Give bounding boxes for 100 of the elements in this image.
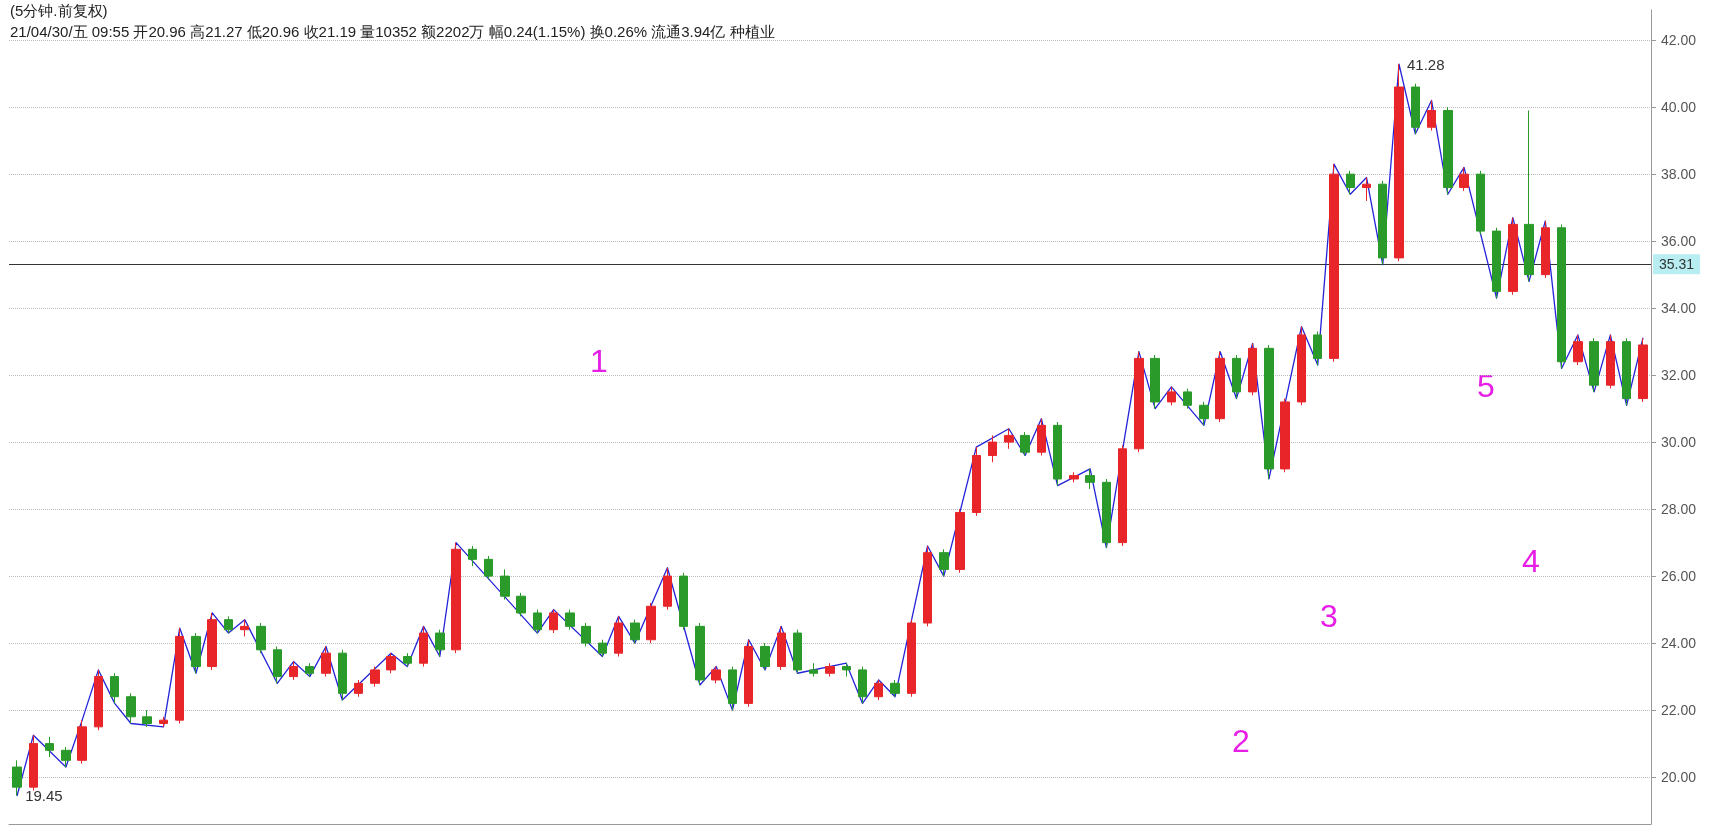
candlestick — [614, 615, 623, 658]
annotation: 4 — [1522, 543, 1540, 579]
candlestick — [256, 622, 266, 654]
candlestick — [370, 666, 380, 688]
annotation: 5 — [1477, 368, 1495, 404]
candlestick — [354, 679, 363, 698]
candlestick — [1053, 421, 1062, 487]
y-tick-label: 26.00 — [1661, 568, 1697, 585]
candlestick — [842, 662, 851, 678]
candlestick — [1199, 401, 1209, 426]
candlestick — [1297, 326, 1306, 406]
candlestick — [1378, 180, 1387, 266]
candlestick — [386, 652, 396, 674]
candlestick — [1134, 351, 1144, 453]
candlestick — [61, 746, 71, 768]
text: 21/04/30/五 09:55 开20.96 高21.27 低20.96 收21.19 量10352 额2202万 幅0.24(1.15%) 换0.26% 流通3.94亿 种植业 — [10, 23, 775, 40]
candlestick — [598, 639, 607, 658]
y-tick-label: 24.00 — [1661, 635, 1697, 652]
ref-line-label: 35.31 — [1659, 256, 1695, 273]
candlestick — [728, 666, 737, 711]
y-tick-label: 22.00 — [1661, 702, 1697, 719]
candlestick — [890, 679, 900, 698]
candlestick — [711, 666, 721, 684]
candlestick — [1427, 99, 1436, 132]
y-tick-label: 40.00 — [1661, 99, 1697, 116]
candlestick — [175, 627, 184, 725]
candlestick — [1280, 398, 1290, 473]
candlestick — [1589, 337, 1599, 393]
candlestick — [988, 434, 997, 463]
candlestick — [484, 555, 493, 580]
candlestick — [419, 625, 428, 668]
candlestick — [1573, 334, 1583, 366]
candlestick — [1622, 337, 1631, 406]
candlestick — [45, 736, 54, 758]
candlestick — [94, 669, 103, 731]
candlestick — [159, 716, 168, 728]
candlestick — [874, 679, 883, 701]
annotation: 1 — [590, 343, 608, 379]
candlestick — [403, 652, 412, 668]
y-tick-label: 38.00 — [1661, 166, 1697, 183]
candlestick — [1150, 354, 1160, 410]
y-tick-label: 42.00 — [1661, 32, 1697, 49]
candlestick — [939, 548, 949, 577]
y-tick-label: 34.00 — [1661, 300, 1697, 317]
candlestick — [12, 759, 22, 797]
candlestick — [630, 619, 640, 644]
candlestick — [1459, 166, 1469, 192]
annotation: 2 — [1232, 723, 1250, 759]
candlestick — [1020, 431, 1030, 457]
candlestick — [1037, 418, 1046, 457]
candlestick — [191, 632, 201, 674]
y-tick-label: 30.00 — [1661, 434, 1697, 451]
candlestick — [435, 629, 445, 658]
candlestick — [549, 609, 558, 634]
data-label: 41.28 — [1407, 55, 1445, 73]
candlestick — [1394, 63, 1404, 262]
candlestick — [1183, 388, 1192, 410]
candlestick — [825, 662, 835, 678]
candlestick — [1248, 342, 1257, 396]
candlestick — [1264, 344, 1274, 480]
candlestick — [955, 508, 965, 574]
candlestick — [1069, 471, 1079, 483]
candlestick — [500, 568, 510, 601]
candlestick — [1508, 217, 1518, 296]
candlestick — [858, 666, 867, 704]
candlestick — [1232, 354, 1241, 400]
candlestick — [972, 446, 981, 517]
candlestick — [581, 622, 591, 647]
candlestick — [923, 545, 932, 627]
candlestick — [1411, 83, 1420, 135]
candlestick — [468, 545, 477, 567]
annotation: 3 — [1320, 598, 1338, 634]
candlestick — [516, 592, 526, 617]
candlestick — [1476, 170, 1485, 235]
candlestick — [1329, 163, 1339, 363]
candlestick — [646, 602, 656, 644]
candlestick — [207, 612, 217, 671]
y-tick-label: 20.00 — [1661, 769, 1697, 786]
candlestick — [1118, 444, 1127, 547]
candlestick — [305, 662, 314, 678]
candlestick — [142, 709, 152, 728]
candlestick — [321, 645, 331, 678]
candlestick — [110, 672, 119, 704]
candlestick — [289, 661, 298, 681]
candlestick — [1638, 337, 1648, 403]
candlestick — [1167, 386, 1176, 406]
y-tick-label: 28.00 — [1661, 501, 1697, 518]
candlestick — [273, 645, 282, 684]
candlestick — [1606, 334, 1615, 390]
candlestick — [1362, 176, 1371, 202]
candlestick — [744, 639, 753, 708]
candlestick — [533, 609, 542, 634]
data-label: 19.45 — [25, 787, 63, 805]
candlestick — [1557, 223, 1566, 369]
candlestick — [679, 572, 688, 631]
candlestick — [777, 625, 786, 671]
candlestick — [451, 542, 461, 654]
candlestick — [77, 719, 87, 765]
candlestick — [1102, 478, 1111, 549]
candlestick — [809, 662, 818, 678]
